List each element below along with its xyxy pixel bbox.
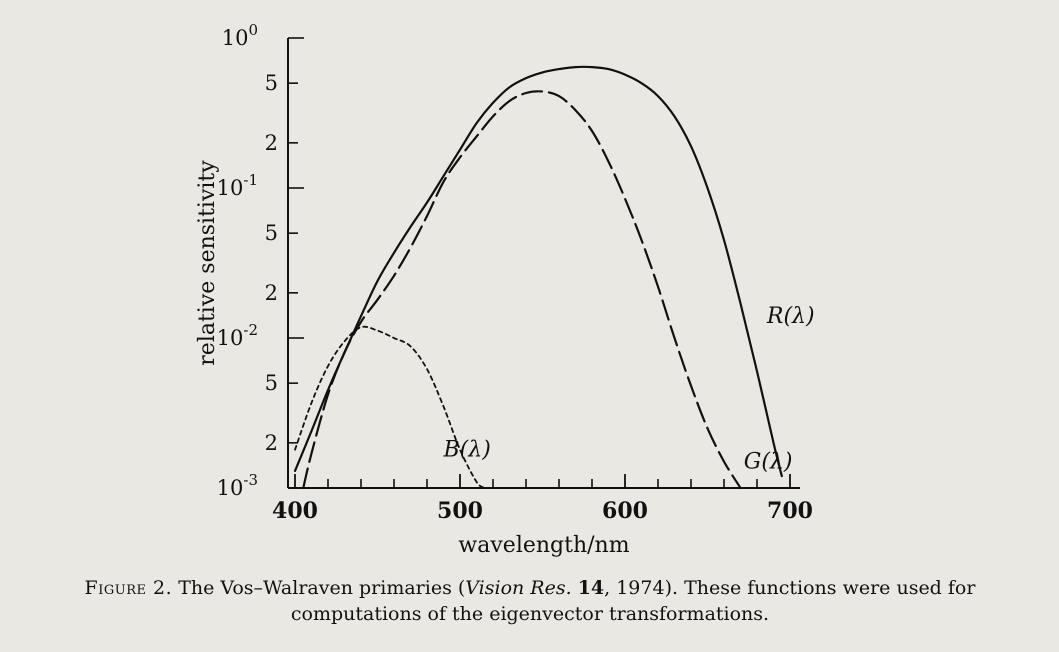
chart-labels: R(λ) G(λ) B(λ) [443,304,815,475]
series-label-0: R(λ) [766,304,815,329]
y-tick-label: 2 [265,131,278,155]
series-label-2: B(λ) [443,438,491,463]
x-tick-label: 500 [437,498,483,524]
caption-text-end: , 1974). These functions were used for c… [290,577,976,625]
y-tick-label: 5 [265,71,278,95]
y-tick-label: 10-1 [217,171,258,200]
y-tick-label: 2 [265,431,278,455]
x-tick-label: 600 [602,498,648,524]
series-line-1 [302,90,742,490]
y-tick-label: 2 [265,281,278,305]
y-tick-label: 5 [265,221,278,245]
y-tick-label: 10-3 [217,471,258,500]
chart-series [293,65,783,490]
caption-journal: Vision Res. [465,577,572,599]
chart-axes: 400 500 600 700 10-3 2 5 10-2 2 5 10-1 2 5 100 wavelen… [195,21,813,558]
x-tick-label: 400 [272,498,318,524]
y-tick-label: 5 [265,371,278,395]
x-axis-title: wavelength/nm [458,533,629,558]
y-tick-label: 100 [222,21,258,50]
series-label-1: G(λ) [744,450,793,475]
caption-volume: 14 [577,577,605,599]
y-tick-label: 10-2 [217,321,258,350]
series-line-2 [294,325,486,489]
caption-lead: Figure 2. [84,577,173,599]
x-tick-label: 700 [767,498,813,524]
caption-text-start: The Vos–Walraven primaries ( [172,577,466,599]
y-axis-title: relative sensitivity [195,160,220,366]
figure-caption: Figure 2. The Vos–Walraven primaries (Vi… [40,575,1020,627]
series-line-0 [293,65,783,478]
